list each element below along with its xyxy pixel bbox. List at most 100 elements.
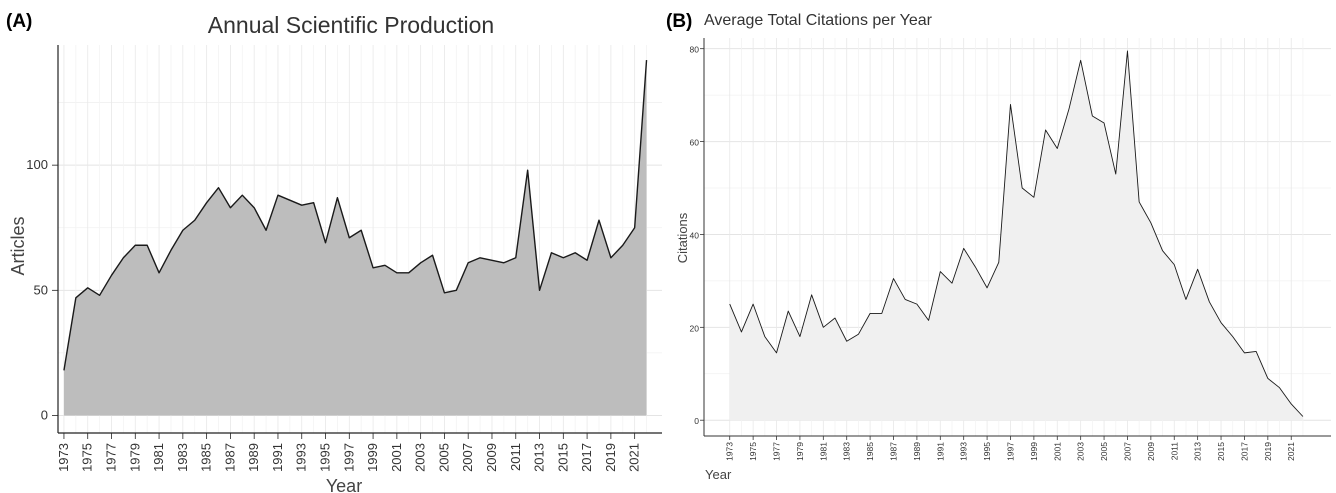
data-point-2002 — [1068, 108, 1070, 110]
x-tick-label: 1995 — [982, 442, 992, 461]
x-tick-label: 1985 — [199, 443, 214, 472]
data-point-2001 — [396, 272, 398, 274]
data-point-1999 — [1033, 196, 1035, 198]
x-tick-label: 1999 — [1029, 442, 1039, 461]
y-tick-label: 40 — [690, 230, 700, 240]
panel-a-x-ticks: 1973 1975 1977 1979 1981 1983 1985 1987 1989 1991… — [56, 433, 642, 472]
x-tick-label: 1981 — [151, 443, 166, 472]
data-point-2003 — [419, 262, 421, 264]
data-point-1983 — [846, 340, 848, 342]
panel-b-title: Average Total Citations per Year — [704, 12, 933, 29]
x-tick-label: 1975 — [748, 442, 758, 461]
data-point-1998 — [360, 229, 362, 231]
data-point-1990 — [927, 319, 929, 321]
data-point-1986 — [217, 186, 219, 188]
data-point-1988 — [241, 194, 243, 196]
data-point-2017 — [1243, 352, 1245, 354]
panel-a-label: (A) — [6, 11, 32, 32]
data-point-1994 — [312, 202, 314, 204]
data-point-1978 — [787, 310, 789, 312]
x-tick-label: 1991 — [270, 443, 285, 472]
x-tick-label: 1999 — [365, 443, 380, 472]
data-point-2022 — [1302, 415, 1304, 417]
data-point-2007 — [1126, 50, 1128, 52]
data-point-2014 — [1208, 301, 1210, 303]
panel-a-y-ticks: 0 50 100 — [26, 157, 58, 422]
data-point-2007 — [467, 262, 469, 264]
data-point-1977 — [775, 352, 777, 354]
y-tick-label: 0 — [41, 407, 48, 422]
x-tick-label: 2003 — [413, 443, 428, 472]
data-point-1989 — [916, 303, 918, 305]
data-point-1973 — [729, 303, 731, 305]
panel-b: (B) Average Total Citations per Year 197… — [666, 11, 1331, 482]
panel-b-label: (B) — [666, 11, 692, 32]
x-tick-label: 1987 — [889, 442, 899, 461]
y-tick-label: 100 — [26, 157, 48, 172]
data-point-1988 — [904, 298, 906, 300]
data-point-1976 — [764, 335, 766, 337]
panel-a-area — [63, 60, 647, 416]
data-point-1976 — [98, 294, 100, 296]
data-point-2011 — [515, 257, 517, 259]
data-point-2004 — [431, 254, 433, 256]
data-point-2019 — [610, 257, 612, 259]
x-tick-label: 1997 — [1005, 442, 1015, 461]
panel-b-area — [729, 51, 1303, 421]
data-point-2011 — [1173, 263, 1175, 265]
data-point-2008 — [479, 257, 481, 259]
data-point-2012 — [526, 169, 528, 171]
data-point-1995 — [324, 242, 326, 244]
data-point-2018 — [598, 219, 600, 221]
y-tick-label: 80 — [690, 45, 700, 55]
x-tick-label: 1997 — [341, 443, 356, 472]
data-point-2017 — [586, 259, 588, 261]
x-tick-label: 2015 — [555, 443, 570, 472]
x-tick-label: 2007 — [1122, 442, 1132, 461]
x-tick-label: 2001 — [389, 443, 404, 472]
x-tick-label: 1985 — [865, 442, 875, 461]
y-tick-label: 60 — [690, 138, 700, 148]
data-point-1992 — [289, 199, 291, 201]
data-point-1985 — [869, 312, 871, 314]
x-tick-label: 1989 — [912, 442, 922, 461]
data-point-1993 — [962, 247, 964, 249]
x-tick-label: 2015 — [1216, 442, 1226, 461]
data-point-2020 — [622, 244, 624, 246]
data-point-1989 — [253, 207, 255, 209]
data-point-1975 — [752, 303, 754, 305]
data-point-2021 — [633, 227, 635, 229]
x-tick-label: 1977 — [104, 443, 119, 472]
x-tick-label: 1993 — [294, 443, 309, 472]
data-point-1975 — [87, 287, 89, 289]
x-tick-label: 2005 — [1099, 442, 1109, 461]
x-tick-label: 2011 — [508, 443, 523, 471]
x-tick-label: 2017 — [1239, 442, 1249, 461]
panel-b-y-axis-title: Citations — [675, 212, 690, 263]
data-point-1987 — [229, 207, 231, 209]
data-point-2008 — [1138, 201, 1140, 203]
x-tick-label: 2005 — [436, 443, 451, 472]
panel-b-x-axis-title: Year — [705, 467, 732, 482]
data-point-2010 — [503, 262, 505, 264]
data-point-1986 — [881, 312, 883, 314]
x-tick-label: 2019 — [1263, 442, 1273, 461]
x-tick-label: 1995 — [318, 443, 333, 472]
data-point-1982 — [834, 317, 836, 319]
data-point-1991 — [277, 194, 279, 196]
data-point-2001 — [1056, 147, 1058, 149]
y-tick-label: 20 — [690, 323, 700, 333]
x-tick-label: 1983 — [175, 443, 190, 472]
x-tick-label: 2009 — [484, 443, 499, 472]
data-point-1991 — [939, 270, 941, 272]
data-point-2016 — [574, 252, 576, 254]
data-point-1979 — [799, 335, 801, 337]
data-point-1996 — [998, 261, 1000, 263]
data-point-2013 — [538, 289, 540, 291]
data-point-1974 — [75, 297, 77, 299]
data-point-2000 — [1044, 129, 1046, 131]
data-point-2019 — [1267, 377, 1269, 379]
data-point-1983 — [182, 229, 184, 231]
x-tick-label: 1989 — [246, 443, 261, 472]
panel-a-title: Annual Scientific Production — [208, 12, 494, 38]
